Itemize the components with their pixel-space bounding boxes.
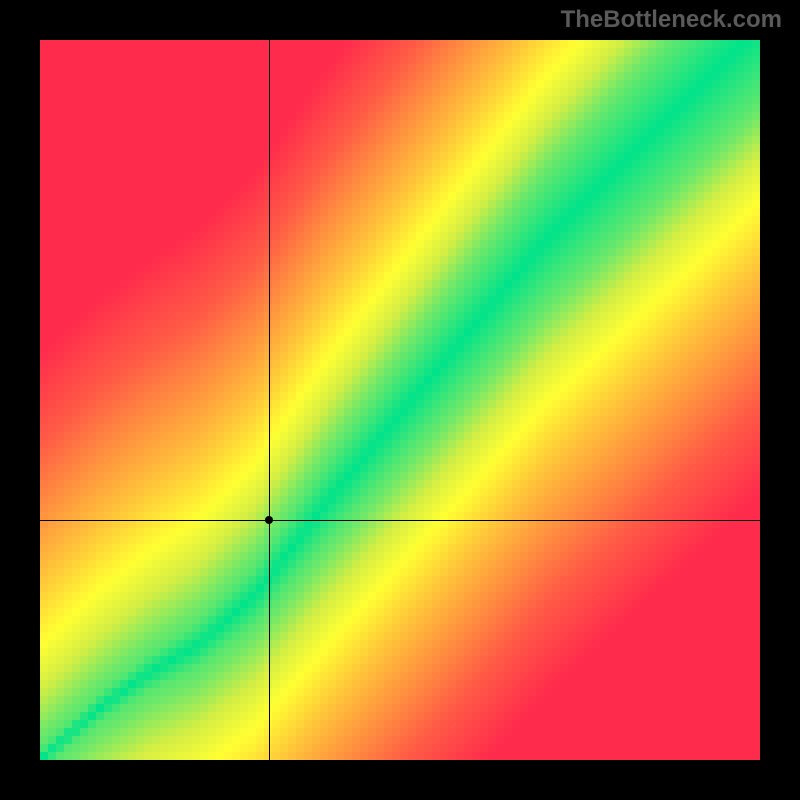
crosshair-horizontal: [40, 520, 760, 521]
attribution-text: TheBottleneck.com: [561, 6, 782, 34]
crosshair-vertical: [269, 40, 270, 760]
heatmap-plot: [40, 40, 760, 760]
heatmap-canvas: [40, 40, 760, 760]
data-point-marker: [265, 516, 273, 524]
